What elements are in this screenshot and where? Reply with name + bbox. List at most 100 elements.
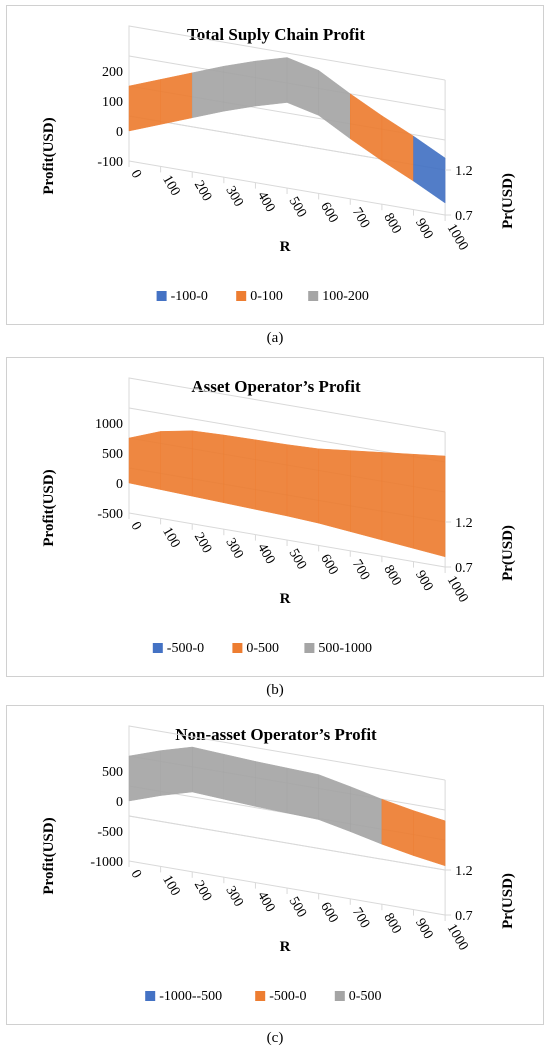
x-tick-label: 1000: [444, 922, 471, 954]
x-tick-label: 700: [349, 205, 372, 231]
caption-b: (b): [266, 682, 284, 698]
legend-swatch: [334, 991, 345, 1001]
surface-patch: [381, 798, 414, 856]
chart-panel-b: Asset Operator’s Profit -500 0 500 1000 0 100 2…: [6, 357, 544, 677]
x-tick-label: 300: [222, 184, 245, 210]
legend-label: 0-500: [246, 641, 279, 656]
x-tick-label: 200: [191, 878, 214, 904]
surface-patch: [413, 453, 446, 558]
surface-patch: [286, 767, 319, 820]
y-tick-label: 1000: [95, 417, 123, 432]
x-tick-label: 200: [191, 178, 214, 204]
x-tick-label: 900: [412, 916, 435, 942]
caption-c: (c): [266, 1030, 284, 1046]
surface-patch: [128, 750, 161, 802]
surface-patch: [286, 444, 319, 524]
x-tick-label: 100: [159, 525, 182, 551]
legend-swatch: [304, 643, 315, 653]
y-axis-title: Profit(USD): [41, 817, 57, 894]
chart-title: Non-asset Operator’s Profit: [175, 725, 377, 744]
x-axis-title: R: [280, 591, 291, 607]
legend-swatch: [145, 991, 156, 1001]
y-tick-label: 100: [102, 95, 123, 110]
y-tick-label: -500: [97, 507, 123, 522]
x-tick-label: 0: [128, 520, 144, 534]
legend-swatch: [232, 643, 243, 653]
y-tick-label: -100: [97, 155, 123, 170]
legend-swatch: [255, 991, 266, 1001]
surface-patch: [191, 746, 225, 800]
chart-panel-a: Total Suply Chain Profit -100 0 100 200 0 100 2…: [6, 5, 544, 325]
legend-swatch: [308, 291, 319, 301]
surface-patch: [286, 57, 319, 116]
legend-label: 100-200: [322, 289, 369, 304]
y-axis-title: Profit(USD): [41, 469, 57, 546]
z-axis-title: Pr(USD): [500, 525, 516, 581]
surface-patch: [191, 65, 225, 119]
x-tick-label: 0: [128, 868, 144, 882]
x-axis-title: R: [280, 939, 291, 955]
x-tick-label: 800: [380, 563, 403, 589]
legend-swatch: [236, 291, 247, 301]
x-tick-label: 900: [412, 216, 435, 242]
chart-b-svg: Asset Operator’s Profit -500 0 500 1000 0 100 2…: [41, 377, 516, 656]
z-tick-label: 1.2: [455, 864, 473, 879]
legend-label: 0-500: [349, 989, 382, 1004]
legend-swatch: [152, 643, 163, 653]
x-tick-label: 1000: [444, 222, 471, 254]
chart-title: Total Suply Chain Profit: [187, 25, 365, 44]
surface-patch: [255, 57, 288, 107]
x-tick-label: 400: [254, 189, 277, 215]
surface-patch: [350, 93, 383, 162]
legend-label: 500-1000: [318, 641, 372, 656]
surface-patch: [318, 69, 351, 140]
x-tick-label: 400: [254, 889, 277, 915]
z-tick-label: 1.2: [455, 516, 473, 531]
surface-patch: [350, 450, 383, 541]
surface-patch: [223, 753, 256, 807]
caption-a: (a): [266, 330, 284, 346]
y-tick-label: 0: [116, 795, 123, 810]
x-tick-label: 500: [286, 547, 309, 573]
y-tick-label: -1000: [90, 855, 123, 870]
x-tick-label: 400: [254, 541, 277, 567]
legend-label: -500-0: [167, 641, 204, 656]
chart-c-svg: Non-asset Operator’s Profit -1000 -500 0 500…: [41, 725, 516, 1004]
y-tick-label: -500: [97, 825, 123, 840]
x-axis-title: R: [280, 239, 291, 255]
x-tick-label: 0: [128, 168, 144, 182]
z-tick-label: 0.7: [455, 561, 473, 576]
z-axis-title: Pr(USD): [500, 873, 516, 929]
x-tick-label: 500: [286, 195, 309, 221]
legend-label: -500-0: [269, 989, 306, 1004]
z-tick-label: 0.7: [455, 909, 473, 924]
surface-patch: [255, 439, 288, 517]
chart-title: Asset Operator’s Profit: [191, 377, 361, 396]
y-tick-label: 0: [116, 125, 123, 140]
surface-patch: [381, 115, 414, 182]
surface-patch: [381, 452, 414, 549]
x-tick-label: 600: [317, 200, 340, 226]
x-tick-label: 800: [380, 911, 403, 937]
x-tick-label: 1000: [444, 574, 471, 606]
surface-patch: [128, 431, 161, 490]
x-tick-label: 800: [380, 211, 403, 237]
y-tick-label: 0: [116, 477, 123, 492]
x-tick-label: 700: [349, 557, 372, 583]
x-tick-label: 900: [412, 568, 435, 594]
legend-label: -100-0: [171, 289, 208, 304]
x-tick-label: 700: [349, 905, 372, 931]
x-tick-label: 100: [159, 173, 182, 199]
x-tick-label: 200: [191, 530, 214, 556]
surface-patch: [160, 430, 193, 497]
surface-patch: [223, 434, 256, 510]
z-axis-title: Pr(USD): [500, 173, 516, 229]
surface-patch: [413, 810, 446, 867]
surface-patch: [255, 761, 288, 814]
chart-a-svg: Total Suply Chain Profit -100 0 100 200 0 100 2…: [41, 25, 516, 304]
chart-panel-c: Non-asset Operator’s Profit -1000 -500 0 500…: [6, 705, 544, 1025]
legend-label: -1000--500: [159, 989, 222, 1004]
legend-swatch: [156, 291, 167, 301]
surface-patch: [413, 135, 446, 204]
surface-patch: [350, 786, 383, 845]
